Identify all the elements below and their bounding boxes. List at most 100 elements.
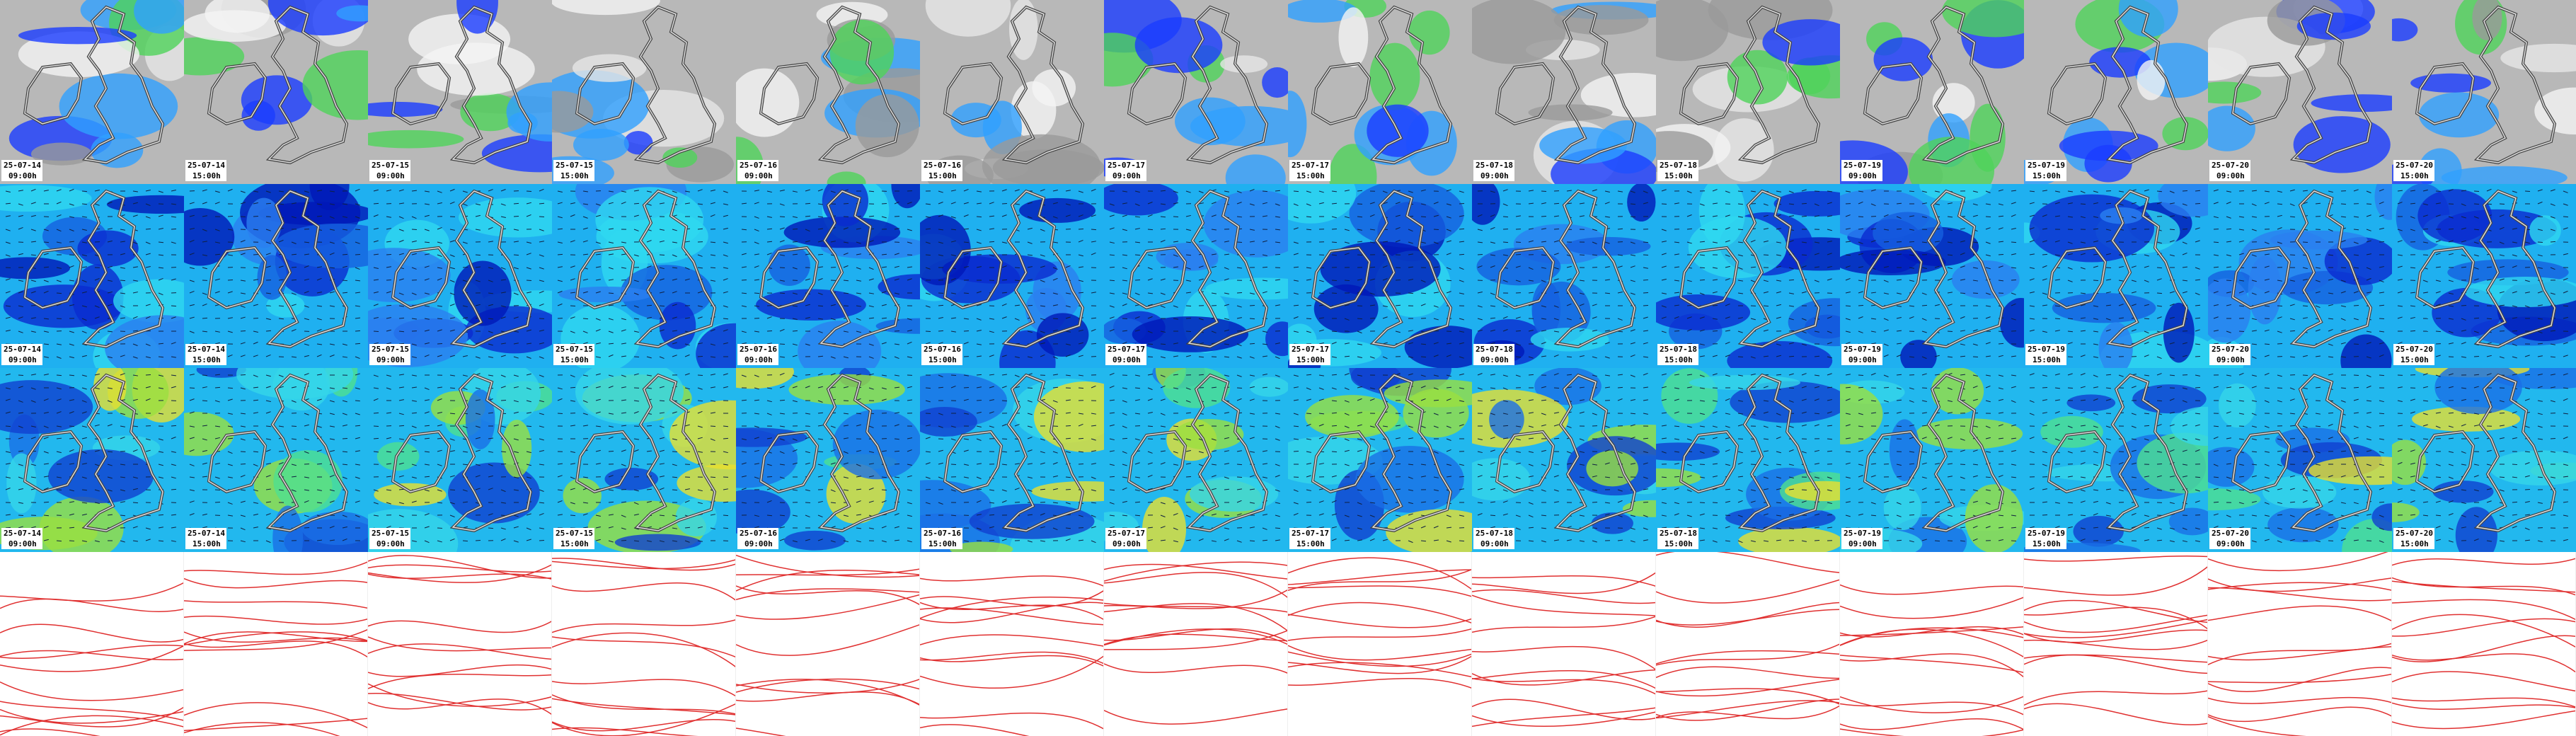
wind-arrow — [1001, 539, 1007, 541]
wind-arrow — [1541, 342, 1546, 345]
wind-arrow — [107, 291, 113, 294]
wind-arrow — [1446, 343, 1451, 345]
wind-arrow — [1801, 265, 1807, 268]
wind-arrow — [1630, 329, 1635, 332]
wind-arrow — [1185, 425, 1192, 427]
wind-arrow — [411, 267, 417, 270]
weather-field — [460, 93, 520, 132]
wind-arrow — [1750, 356, 1756, 359]
wind-arrow — [158, 190, 163, 193]
wind-arrow — [539, 374, 544, 377]
wind-arrow — [69, 374, 75, 376]
wind-arrow — [1845, 488, 1851, 490]
wind-arrow — [1249, 425, 1255, 427]
wind-arrow — [539, 539, 545, 541]
wind-arrow — [1776, 304, 1781, 306]
wind-arrow — [1357, 527, 1362, 530]
wind-arrow — [1198, 278, 1204, 281]
wind-arrow — [145, 438, 151, 441]
wind-arrow — [1078, 292, 1084, 294]
wind-arrow — [386, 304, 392, 306]
wind-arrow — [1528, 374, 1534, 376]
wind-arrow — [5, 229, 11, 231]
wind-arrow — [424, 437, 430, 439]
wind-arrow — [1661, 278, 1667, 281]
wind-arrow — [539, 267, 544, 270]
wind-arrow — [1211, 475, 1217, 478]
wind-arrow — [1001, 265, 1007, 268]
wind-arrow — [792, 190, 798, 192]
wind-arrow — [1674, 398, 1679, 401]
wind-arrow — [1515, 280, 1521, 282]
wind-arrow — [81, 387, 87, 390]
wind-arrow — [1630, 342, 1635, 345]
wind-arrow — [1344, 241, 1350, 244]
wind-arrow — [1998, 398, 2003, 401]
wind-arrow — [449, 304, 455, 306]
wind-arrow — [856, 241, 861, 244]
wind-arrow — [1420, 292, 1427, 294]
wind-arrow — [710, 438, 715, 442]
wind-arrow — [1725, 303, 1730, 306]
isobar — [1656, 666, 1840, 679]
weather-field — [756, 289, 866, 321]
wind-arrow — [120, 280, 126, 282]
wind-arrow — [1750, 318, 1756, 321]
panel-time: 15:00h — [928, 355, 957, 364]
wind-arrow — [766, 190, 772, 193]
wind-arrow — [1985, 292, 1991, 295]
wind-arrow — [1395, 202, 1401, 205]
weather-field — [783, 217, 901, 248]
isobar — [184, 615, 368, 625]
wind-arrow — [1198, 425, 1204, 427]
wind-arrow — [843, 227, 849, 230]
wind-arrow — [1737, 254, 1743, 257]
wind-arrow — [1502, 413, 1508, 415]
wind-arrow — [1262, 240, 1267, 243]
wind-arrow — [1344, 216, 1350, 219]
wind-arrow — [779, 438, 785, 441]
wind-arrow — [1369, 476, 1375, 478]
wind-arrow — [1763, 476, 1769, 479]
wind-arrow — [963, 413, 969, 415]
wind-arrow — [1801, 527, 1807, 529]
wind-arrow — [805, 215, 811, 217]
wind-arrow — [1275, 539, 1280, 541]
wind-arrow — [779, 343, 786, 345]
wind-arrow — [158, 292, 163, 296]
wind-arrow — [894, 513, 899, 516]
wind-arrow — [81, 229, 87, 231]
wind-arrow — [1858, 190, 1863, 192]
wind-arrow — [1122, 514, 1128, 517]
weather-field — [1727, 340, 1833, 368]
wind-arrow — [1827, 399, 1832, 401]
wind-arrow — [608, 540, 614, 543]
wind-arrow — [1617, 514, 1623, 517]
wind-arrow — [1947, 202, 1953, 205]
wind-arrow — [1147, 304, 1153, 306]
wind-arrow — [1318, 527, 1324, 529]
isobar — [1288, 585, 1472, 597]
wind-arrow — [1909, 514, 1915, 516]
wind-arrow — [805, 514, 810, 518]
wind-arrow — [373, 330, 379, 333]
wind-arrow — [1592, 475, 1597, 478]
wind-arrow — [1541, 318, 1546, 320]
wind-arrow — [5, 527, 11, 529]
wind-arrow — [107, 304, 113, 306]
wind-arrow — [608, 267, 614, 270]
wind-arrow — [539, 188, 544, 192]
wind-arrow — [1827, 215, 1832, 217]
wind-arrow — [723, 514, 729, 517]
wind-arrow — [1921, 437, 1927, 439]
wind-arrow — [411, 476, 417, 479]
wind-arrow — [329, 526, 335, 529]
wind-arrow — [976, 488, 982, 490]
wind-arrow — [672, 330, 678, 332]
wind-arrow — [342, 280, 348, 282]
wind-arrow — [1027, 330, 1033, 333]
wind-arrow — [792, 438, 798, 441]
wind-arrow — [1236, 190, 1242, 193]
wind-arrow — [938, 342, 943, 345]
